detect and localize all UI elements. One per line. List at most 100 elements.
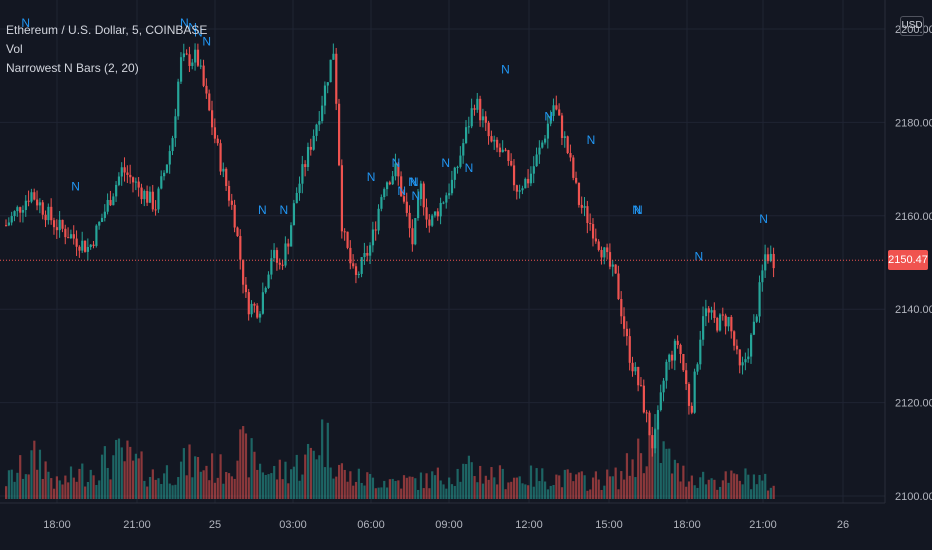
candle-body	[772, 253, 775, 269]
candle-body	[78, 246, 81, 251]
candle-body	[597, 241, 600, 250]
candle-body	[275, 250, 279, 263]
volume-bar	[724, 471, 727, 499]
volume-bar	[222, 483, 225, 499]
volume-bar	[614, 467, 617, 499]
volume-bar	[507, 482, 510, 499]
volume-bar	[335, 476, 338, 499]
volume-bar	[431, 471, 434, 499]
candle-body	[284, 243, 287, 266]
candle-body	[566, 136, 569, 154]
candle-body	[479, 98, 482, 121]
symbol-title[interactable]: Ethereum / U.S. Dollar, 5, COINBASE	[6, 23, 208, 37]
candle-body	[227, 185, 231, 201]
volume-bar	[95, 484, 98, 499]
candle-body	[685, 370, 688, 385]
candle-body	[493, 139, 496, 142]
candle-body	[366, 253, 369, 256]
candle-body	[467, 126, 471, 128]
volume-bar	[450, 484, 454, 499]
candle-body	[617, 273, 620, 299]
candle-body	[61, 219, 64, 229]
volume-bar	[490, 467, 493, 499]
candle-body	[402, 196, 406, 202]
candle-body	[211, 110, 214, 128]
n-marker-label: N	[367, 170, 376, 184]
volume-bar	[467, 455, 471, 499]
volume-bar	[52, 488, 56, 499]
volume-bar	[459, 481, 462, 499]
volume-bar	[185, 475, 188, 499]
volume-bar	[163, 473, 166, 499]
time-tick-label: 15:00	[595, 519, 623, 531]
candle-body	[436, 211, 439, 217]
volume-bar	[738, 480, 741, 499]
volume-indicator-label[interactable]: Vol	[6, 42, 23, 56]
candle-body	[628, 336, 631, 363]
candle-body	[346, 231, 349, 248]
volume-bar	[673, 459, 677, 499]
volume-bar	[270, 473, 273, 499]
volume-bar	[123, 461, 126, 499]
price-axis[interactable]: 2200.002180.002160.002140.002120.002100.…	[895, 24, 932, 503]
volume-bar	[623, 479, 626, 499]
volume-bar	[134, 453, 138, 499]
volume-bar	[146, 486, 149, 499]
volume-bar	[699, 477, 702, 499]
volume-bar	[637, 438, 640, 499]
candle-body	[377, 208, 380, 231]
volume-bar	[721, 480, 724, 499]
volume-bar	[563, 469, 566, 499]
volume-bar	[55, 476, 58, 499]
volume-bar	[326, 422, 329, 499]
time-tick-label: 21:00	[749, 519, 777, 531]
volume-bar	[33, 440, 36, 499]
currency-button[interactable]: USD	[900, 16, 924, 36]
volume-bar	[580, 471, 583, 499]
time-axis[interactable]: 18:00 21:00 25 03:00 06:00 09:00 12:00 15:00 18:…	[43, 519, 849, 531]
volume-bar	[676, 463, 679, 499]
candle-body	[498, 147, 502, 153]
narrowest-bars-indicator-label[interactable]: Narrowest N Bars (2, 20)	[6, 61, 139, 75]
candle-body	[433, 211, 437, 216]
volume-bar	[81, 463, 84, 499]
candle-body	[258, 313, 262, 318]
candle-body	[30, 192, 33, 202]
candle-body	[676, 340, 679, 345]
volume-bar	[645, 466, 648, 499]
volume-bar	[639, 453, 643, 499]
candle-body	[301, 164, 304, 184]
volume-bar	[92, 475, 95, 499]
volume-bar	[606, 469, 609, 499]
volume-bar	[414, 478, 417, 499]
volume-bar	[273, 465, 276, 499]
volume-bar	[422, 488, 425, 499]
volume-bar	[591, 477, 595, 499]
volume-bar	[611, 476, 614, 499]
volume-bar	[182, 448, 185, 499]
volume-bar	[670, 473, 674, 499]
candle-body	[52, 220, 56, 228]
volume-bar	[292, 466, 296, 499]
volume-bar	[594, 471, 597, 499]
n-marker-label: N	[587, 133, 596, 147]
time-tick-label: 26	[837, 519, 849, 531]
candle-body	[273, 250, 276, 259]
candle-body	[419, 183, 423, 200]
candle-body	[766, 254, 770, 262]
candle-body	[445, 195, 448, 203]
volume-bar	[464, 464, 468, 499]
volume-bar	[769, 487, 772, 499]
time-tick-label: 03:00	[279, 519, 307, 531]
candle-body	[524, 178, 527, 189]
candle-body	[741, 362, 744, 366]
candle-body	[196, 49, 200, 66]
volume-bar	[332, 478, 335, 499]
candle-body	[38, 202, 42, 206]
volume-bar	[177, 477, 180, 499]
last-price-tag: 2150.47	[888, 250, 928, 271]
volume-bar	[120, 447, 123, 499]
volume-bar	[496, 484, 499, 499]
volume-bar	[377, 487, 380, 499]
